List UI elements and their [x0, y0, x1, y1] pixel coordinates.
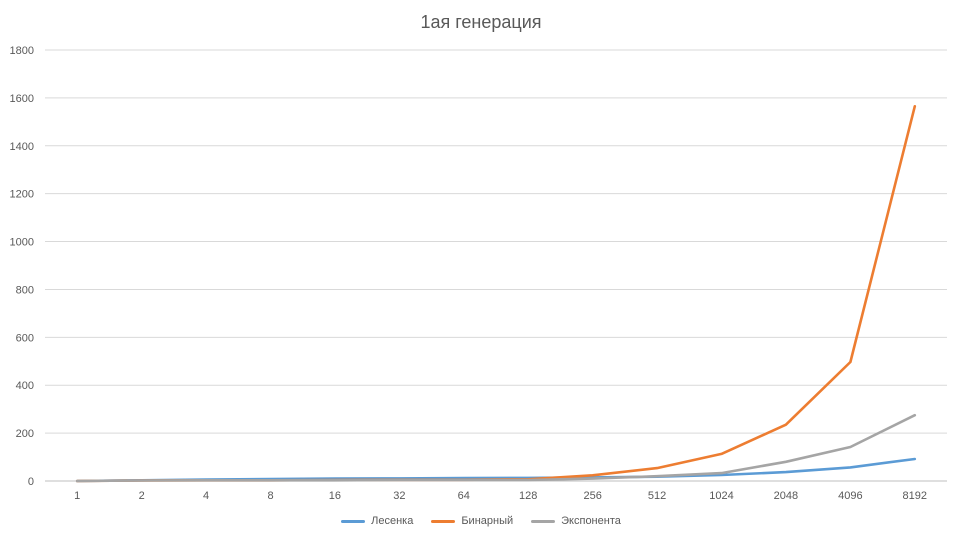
- y-tick-label: 1600: [10, 93, 34, 105]
- x-tick-label: 1: [74, 490, 80, 502]
- legend-label: Лесенка: [371, 515, 414, 527]
- x-tick-label: 512: [648, 490, 666, 502]
- legend-swatch: [341, 519, 366, 523]
- x-tick-label: 16: [329, 490, 341, 502]
- y-tick-label: 400: [16, 380, 34, 392]
- y-tick-label: 200: [16, 428, 34, 440]
- x-tick-label: 128: [519, 490, 537, 502]
- legend-swatch: [431, 519, 456, 523]
- chart-title: 1ая генерация: [420, 12, 542, 32]
- legend-label: Бинарный: [461, 515, 514, 527]
- x-tick-label: 8192: [903, 490, 927, 502]
- y-tick-label: 1800: [10, 45, 34, 57]
- x-tick-label: 4096: [838, 490, 862, 502]
- x-tick-label: 256: [583, 490, 601, 502]
- series-line: [75, 413, 917, 483]
- y-tick-label: 1000: [10, 237, 34, 249]
- y-tick-label: 0: [28, 476, 34, 488]
- x-tick-label: 8: [267, 490, 273, 502]
- y-tick-label: 600: [16, 332, 34, 344]
- y-tick-label: 1200: [10, 189, 34, 201]
- x-tick-label: 2: [139, 490, 145, 502]
- legend-item: Экспонента: [531, 515, 621, 527]
- y-tick-label: 1400: [10, 141, 34, 153]
- legend-item: Бинарный: [431, 515, 513, 527]
- x-tick-label: 32: [393, 490, 405, 502]
- x-tick-label: 1024: [709, 490, 733, 502]
- x-tick-label: 64: [458, 490, 470, 502]
- legend-label: Экспонента: [561, 515, 621, 527]
- x-tick-label: 2048: [774, 490, 798, 502]
- legend-item: Лесенка: [341, 515, 413, 527]
- legend-swatch: [531, 519, 556, 523]
- series-line: [75, 105, 917, 483]
- x-tick-label: 4: [203, 490, 209, 502]
- legend: Лесенка Бинарный Экспонента: [0, 515, 962, 527]
- y-tick-label: 800: [16, 284, 34, 296]
